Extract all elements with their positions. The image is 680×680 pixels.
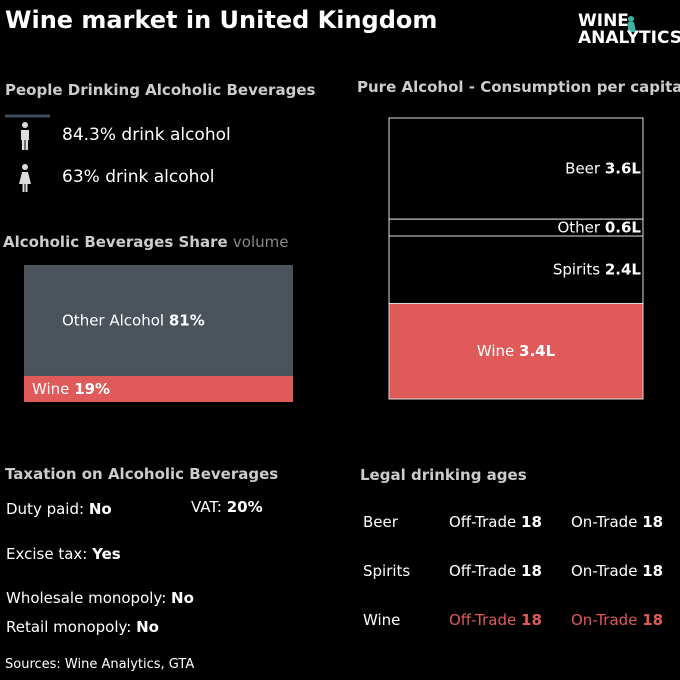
value-label: 0.6L — [605, 218, 642, 236]
band — [388, 117, 644, 220]
tax-item: Excise tax: Yes — [6, 545, 121, 563]
age: 18 — [642, 611, 664, 629]
title: Wine market in United Kingdom — [5, 6, 438, 34]
age: 18 — [521, 562, 542, 580]
logo: WINE ANALYTICS — [578, 13, 680, 47]
value-label: 3.6L — [605, 159, 642, 177]
tax-item: Duty paid: No — [6, 500, 112, 518]
on-trade: On-Trade 18 — [571, 513, 663, 531]
on-trade: On-Trade 18 — [571, 611, 663, 629]
band-label: Wine 3.4L — [477, 342, 556, 360]
band-label: Other 0.6L — [557, 218, 641, 236]
band — [388, 302, 644, 400]
value: No — [136, 618, 159, 636]
age: 18 — [521, 611, 542, 629]
tax-item: Wholesale monopoly: No — [6, 589, 194, 607]
value-label: 81% — [169, 311, 205, 329]
series-name: Spirits — [553, 260, 600, 278]
value-label: 2.4L — [605, 260, 642, 278]
male-icon — [21, 122, 29, 150]
label: Excise tax: — [6, 545, 88, 563]
segment-label: Other Alcohol 81% — [62, 311, 205, 329]
band — [388, 235, 644, 304]
series-name: Other Alcohol — [62, 311, 164, 329]
tax-item: Retail monopoly: No — [6, 618, 159, 636]
off-trade: Off-Trade 18 — [449, 562, 542, 580]
drinker-row: 63% drink alcohol — [62, 167, 215, 187]
value: No — [88, 500, 112, 518]
label: On-Trade — [571, 513, 638, 531]
sources: Sources: Wine Analytics, GTA — [5, 657, 195, 672]
chart-title: Pure Alcohol - Consumption per capita — [357, 78, 680, 96]
share: 84.3% — [62, 125, 117, 145]
drink: Spirits — [363, 562, 410, 580]
value: Yes — [92, 545, 121, 563]
off-trade: Off-Trade 18 — [449, 611, 542, 629]
tax-item: VAT: 20% — [191, 498, 263, 516]
drink-name: Spirits — [363, 562, 411, 580]
age: 18 — [642, 513, 664, 531]
series-name: Wine — [32, 379, 69, 397]
value: 20% — [226, 498, 263, 516]
off-trade: Off-Trade 18 — [449, 513, 542, 531]
label: On-Trade — [571, 611, 638, 629]
value-label: 3.4L — [519, 342, 556, 360]
area-segment — [24, 375, 293, 402]
label: Off-Trade — [449, 562, 517, 580]
band-label: Beer 3.6L — [565, 159, 641, 177]
on-trade: On-Trade 18 — [571, 562, 663, 580]
share: 63% — [62, 167, 100, 187]
section-title: Legal drinking ages — [360, 466, 527, 484]
segment-label: Wine 19% — [32, 379, 110, 397]
section-title: Taxation on Alcoholic Beverages — [5, 465, 279, 483]
value: No — [171, 589, 194, 607]
drink-name: Wine — [363, 611, 401, 629]
age: 18 — [642, 562, 664, 580]
age: 18 — [521, 513, 542, 531]
label: Duty paid: — [6, 500, 85, 518]
drink: Beer — [363, 513, 398, 531]
series-name: Beer — [565, 159, 601, 177]
logo-bottom: ANALYTICS — [578, 28, 680, 48]
series-name: Wine — [477, 342, 514, 360]
value-label: 19% — [74, 379, 110, 397]
series-name: Other — [557, 218, 600, 236]
section-title: People Drinking Alcoholic Beverages — [5, 81, 316, 99]
chart-title: Alcoholic Beverages Share volume — [3, 233, 288, 251]
drinker-row: 84.3% drink alcohol — [62, 125, 231, 145]
text: drink alcohol — [121, 125, 231, 145]
subtitle: volume — [232, 233, 289, 251]
text: drink alcohol — [105, 167, 215, 187]
label: Off-Trade — [449, 513, 517, 531]
label: On-Trade — [571, 562, 638, 580]
label: Off-Trade — [449, 611, 517, 629]
drink-name: Beer — [363, 513, 398, 531]
band-label: Spirits 2.4L — [553, 260, 642, 278]
title: Alcoholic Beverages Share — [3, 233, 228, 251]
label: Wholesale monopoly: — [6, 589, 167, 607]
logo-bird — [628, 16, 636, 32]
label: Retail monopoly: — [6, 618, 132, 636]
drink: Wine — [363, 611, 400, 629]
label: VAT: — [191, 498, 222, 516]
area-segment — [24, 265, 293, 376]
logo-top: WINE — [578, 11, 629, 31]
female-icon — [19, 164, 31, 192]
